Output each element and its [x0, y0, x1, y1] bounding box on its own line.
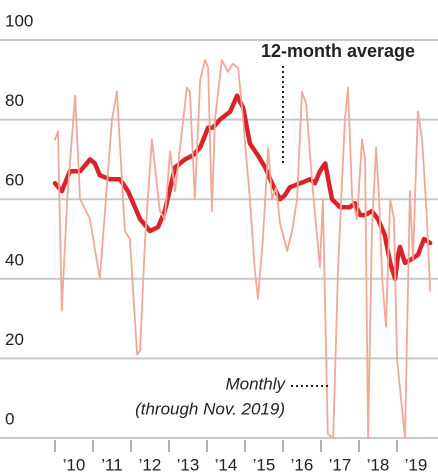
monthly-label: Monthly	[225, 374, 286, 393]
x-tick-label: ’19	[405, 455, 428, 474]
x-tick-label: ’17	[329, 455, 352, 474]
x-tick-label: ’16	[291, 455, 314, 474]
x-tick-label: ’12	[139, 455, 162, 474]
y-tick-label: 60	[5, 171, 24, 190]
x-tick-label: ’11	[101, 455, 122, 474]
y-tick-label: 0	[5, 409, 14, 428]
x-tick-label: ’15	[253, 455, 276, 474]
y-tick-label: 20	[5, 330, 24, 349]
x-tick-label: ’10	[63, 455, 86, 474]
annotation: (through Nov. 2019)	[135, 399, 285, 418]
y-tick-label: 100	[5, 11, 33, 30]
line-series	[54, 59, 431, 439]
line-series	[52, 93, 433, 282]
x-tick-label: ’13	[177, 455, 200, 474]
average-label: 12-month average	[261, 41, 415, 61]
x-tick-label: ’14	[215, 455, 238, 474]
y-tick-label: 80	[5, 91, 24, 110]
x-tick-label: ’18	[367, 455, 390, 474]
y-tick-label: 40	[5, 250, 24, 269]
